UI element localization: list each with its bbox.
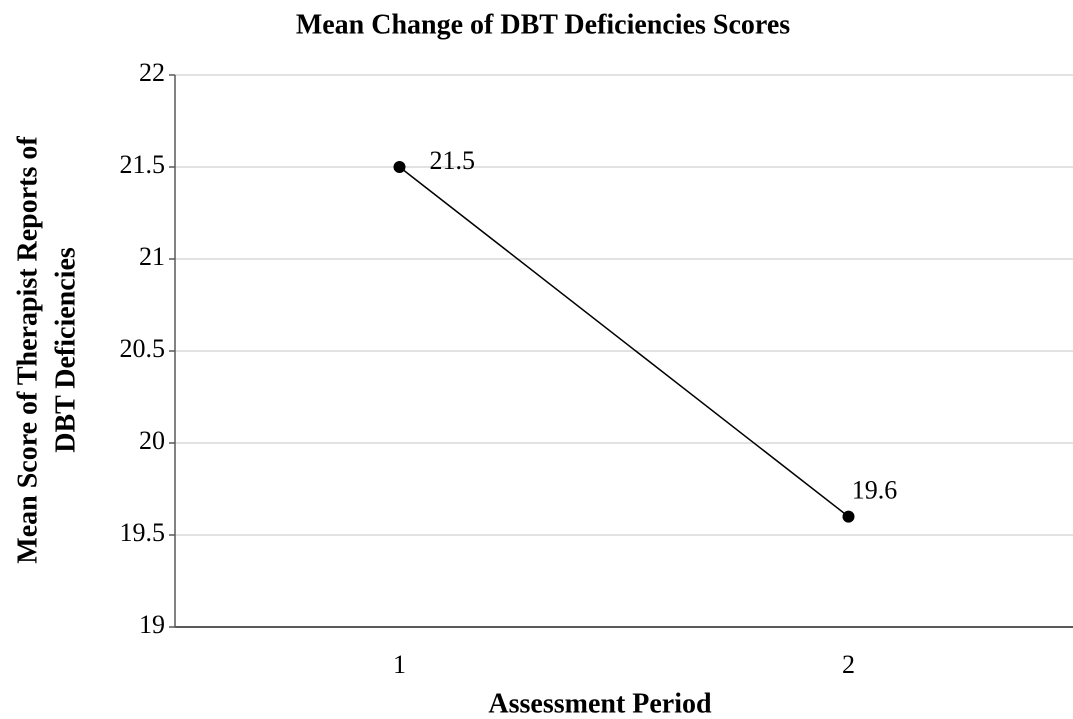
y-tick-label: 21.5 (120, 150, 166, 179)
data-label: 19.6 (852, 476, 898, 505)
x-tick-label: 2 (842, 650, 855, 679)
point (842, 510, 855, 523)
y-tick-label: 22 (139, 58, 165, 87)
chart-title: Mean Change of DBT Deficiencies Scores (296, 9, 790, 40)
y-tick-label: 19.5 (120, 518, 166, 547)
x-tick-label: 1 (393, 650, 406, 679)
point (393, 161, 406, 173)
y-tick-label: 20.5 (120, 334, 166, 363)
y-tick-label: 21 (139, 242, 165, 271)
y-axis-title: Mean Score of Therapist Reports of (12, 136, 43, 564)
x-axis-title: Assessment Period (488, 688, 712, 719)
y-axis-title: DBT Deficiencies (50, 247, 81, 453)
line (399, 166, 849, 518)
y-tick-label: 19 (139, 610, 165, 639)
y-tick-label: 20 (139, 426, 165, 455)
data-label: 21.5 (430, 146, 476, 175)
